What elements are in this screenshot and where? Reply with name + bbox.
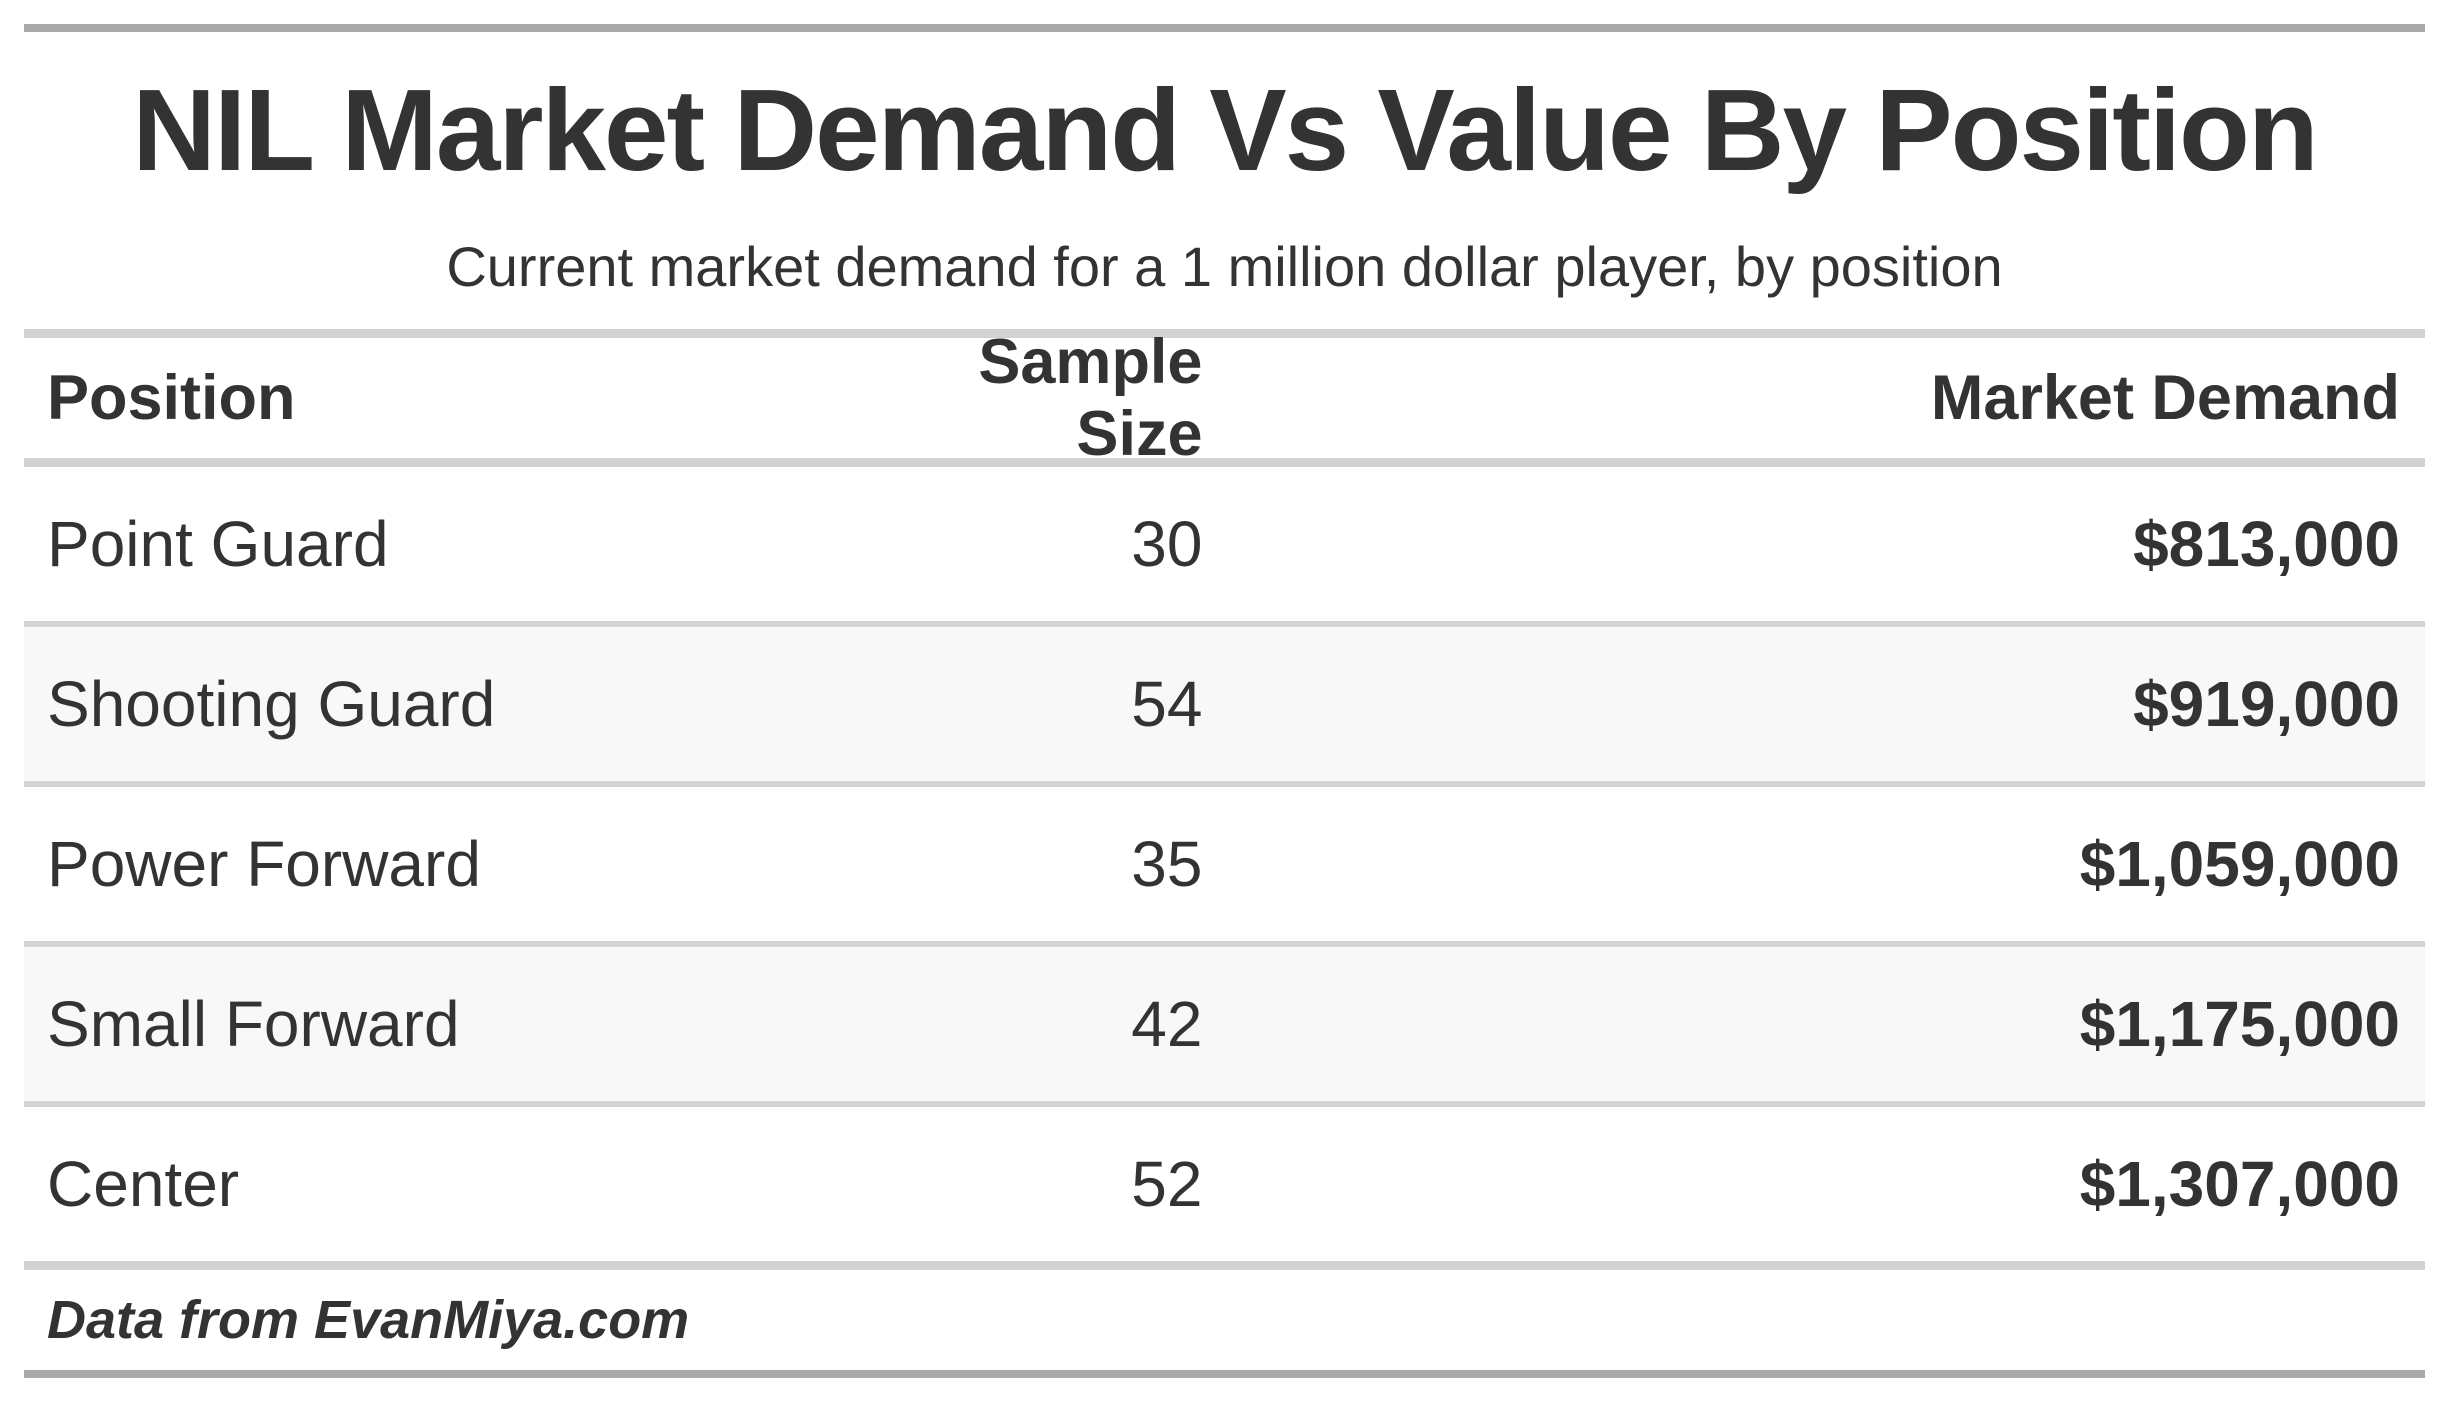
cell-position: Power Forward: [47, 828, 481, 901]
cell-sample-size: 54: [1131, 668, 1203, 741]
cell-market-demand: $919,000: [2133, 668, 2400, 741]
cell-sample-size: 35: [1131, 828, 1203, 901]
table-row: Point Guard 30 $813,000: [24, 467, 2425, 621]
table-row: Center 52 $1,307,000: [24, 1107, 2425, 1261]
cell-market-demand: $1,175,000: [2079, 988, 2400, 1061]
cell-market-demand: $1,059,000: [2079, 828, 2400, 901]
column-header-market-demand: Market Demand: [1930, 363, 2400, 434]
row-divider: [24, 1101, 2425, 1108]
bottom-border-bar: [24, 1370, 2425, 1379]
column-header-position: Position: [47, 363, 296, 434]
cell-position: Small Forward: [47, 988, 460, 1061]
cell-market-demand: $813,000: [2133, 508, 2400, 581]
table-row: Small Forward 42 $1,175,000: [24, 947, 2425, 1102]
cell-position: Center: [47, 1148, 240, 1221]
table-row: Power Forward 35 $1,059,000: [24, 787, 2425, 941]
cell-market-demand: $1,307,000: [2079, 1148, 2400, 1221]
footer-rule: [24, 1261, 2425, 1271]
column-header-sample-size: Sample Size: [978, 327, 1203, 470]
subtitle-rule: [24, 329, 2425, 339]
top-border-bar: [24, 24, 2425, 32]
row-divider: [24, 941, 2425, 948]
cell-position: Point Guard: [47, 508, 389, 581]
cell-sample-size: 42: [1131, 988, 1203, 1061]
page-title: NIL Market Demand Vs Value By Position: [132, 65, 2319, 195]
row-divider: [24, 621, 2425, 628]
cell-sample-size: 30: [1131, 508, 1203, 581]
cell-sample-size: 52: [1131, 1148, 1203, 1221]
page-subtitle: Current market demand for a 1 million do…: [446, 234, 2003, 298]
table-row: Shooting Guard 54 $919,000: [24, 627, 2425, 782]
source-note: Data from EvanMiya.com: [47, 1290, 690, 1351]
row-divider: [24, 781, 2425, 788]
table-header-row: Position Sample Size Market Demand: [24, 327, 2425, 469]
header-rule: [24, 458, 2425, 468]
cell-position: Shooting Guard: [47, 668, 496, 741]
